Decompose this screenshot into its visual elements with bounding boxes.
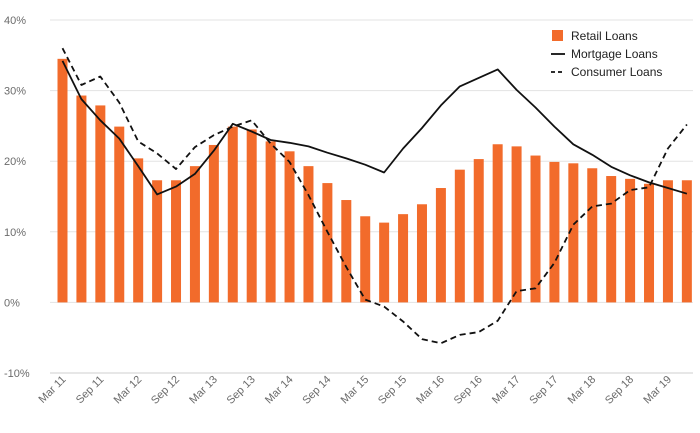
loan-lines xyxy=(61,47,688,345)
legend-label-retail-loans: Retail Loans xyxy=(571,29,638,43)
retail-loans-bar xyxy=(114,126,125,303)
retail-loans-bar xyxy=(284,151,295,303)
y-tick-label: 10% xyxy=(4,227,26,239)
retail-loans-bar xyxy=(171,180,182,303)
retail-loans-bar xyxy=(644,183,655,303)
x-tick-label: Sep 17 xyxy=(527,374,560,407)
retail-loans-bar xyxy=(133,158,144,303)
retail-loans-bar xyxy=(360,216,371,303)
retail-loans-bar xyxy=(322,183,333,303)
retail-loans-bar xyxy=(227,126,238,303)
x-tick-label: Sep 16 xyxy=(452,374,485,407)
y-tick-label: 30% xyxy=(4,86,26,98)
x-tick-label: Mar 19 xyxy=(641,374,674,407)
retail-loans-bar xyxy=(76,95,87,303)
mortgage-loans-line xyxy=(61,60,688,196)
legend: Retail Loans Mortgage Loans Consumer Loans xyxy=(551,29,662,79)
retail-loans-bar xyxy=(492,144,503,303)
retail-loans-bar xyxy=(246,129,257,303)
retail-loans-bar xyxy=(549,161,560,303)
retail-loans-bar xyxy=(265,141,276,303)
retail-loans-bar xyxy=(568,163,579,303)
retail-loans-bar xyxy=(398,214,409,303)
retail-loans-bar xyxy=(606,176,617,303)
retail-loans-bar xyxy=(379,222,390,303)
retail-loans-bar xyxy=(662,180,673,303)
retail-loans-bar xyxy=(189,166,200,303)
y-tick-label: 40% xyxy=(4,15,26,27)
x-tick-label: Mar 18 xyxy=(566,374,599,407)
retail-loans-bars xyxy=(57,58,692,303)
legend-swatch-retail-loans xyxy=(552,30,563,41)
y-tick-label: 20% xyxy=(4,156,26,168)
y-tick-label: 0% xyxy=(4,297,20,309)
retail-loans-bar xyxy=(416,204,427,303)
x-tick-label: Sep 11 xyxy=(74,374,107,407)
retail-loans-bar xyxy=(152,180,163,303)
x-tick-label: Sep 14 xyxy=(300,374,333,407)
x-tick-label: Mar 12 xyxy=(112,374,145,407)
retail-loans-bar xyxy=(341,200,352,303)
retail-loans-bar xyxy=(303,166,314,303)
retail-loans-bar xyxy=(57,58,68,303)
x-tick-label: Mar 16 xyxy=(414,374,447,407)
retail-loans-bar xyxy=(208,144,219,303)
x-tick-label: Mar 17 xyxy=(490,374,523,407)
consumer-loans-line xyxy=(61,47,688,345)
x-tick-label: Sep 13 xyxy=(225,374,258,407)
retail-loans-bar xyxy=(95,105,106,303)
retail-loans-bar xyxy=(681,180,692,303)
retail-loans-bar xyxy=(625,178,636,303)
retail-loans-bar xyxy=(435,188,446,303)
retail-loans-bar xyxy=(530,155,541,303)
x-tick-label: Mar 11 xyxy=(37,374,69,406)
legend-label-consumer-loans: Consumer Loans xyxy=(571,65,662,79)
x-tick-label: Sep 18 xyxy=(603,374,636,407)
x-tick-label: Mar 15 xyxy=(339,374,372,407)
legend-label-mortgage-loans: Mortgage Loans xyxy=(571,47,658,61)
retail-loans-bar xyxy=(473,159,484,303)
x-tick-label: Sep 12 xyxy=(149,374,182,407)
x-tick-label: Mar 14 xyxy=(263,374,296,407)
retail-loans-bar xyxy=(511,146,522,303)
x-tick-label: Sep 15 xyxy=(376,374,409,407)
y-tick-label: -10% xyxy=(4,368,30,380)
retail-loans-bar xyxy=(587,168,598,303)
retail-loans-bar xyxy=(454,169,465,303)
x-tick-label: Mar 13 xyxy=(187,374,220,407)
